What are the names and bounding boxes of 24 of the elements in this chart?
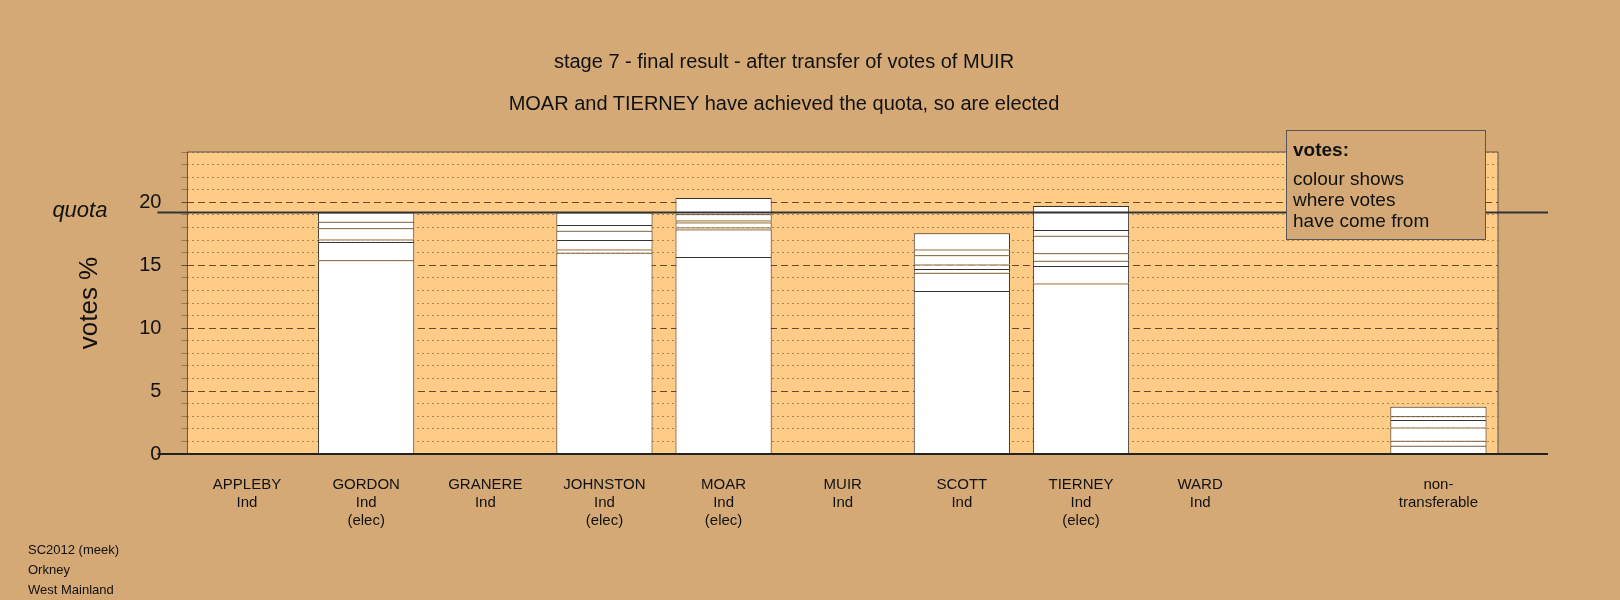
x-tick-label: MOAR Ind (elec) (701, 475, 747, 529)
text: Orkney (28, 561, 71, 579)
x-tick-label: APPLEBY Ind (212, 475, 282, 511)
ref-line-label: quota (52, 196, 108, 222)
x-tick-label: GORDON Ind (elec) (332, 475, 400, 529)
x-tick-label: JOHNSTON Ind (elec) (563, 475, 646, 529)
y-tick-label: 10 (139, 315, 162, 338)
y-tick-label: 5 (150, 378, 162, 401)
note-box: votes: colour shows where votes have come from (1286, 130, 1486, 240)
x-tick-label: WARD Ind (1177, 475, 1223, 511)
y-tick-label: 15 (139, 252, 162, 275)
annotation: colour shows where votes have come from (1293, 168, 1431, 231)
text: SC2012 (meek) (28, 541, 120, 559)
y-axis-title: votes % (72, 256, 103, 350)
chart-subtitle: MOAR and TIERNEY have achieved the quota, so are elected (508, 91, 1060, 114)
x-tick-label: non- transferable (1398, 475, 1479, 511)
x-tick-label: SCOTT Ind (936, 475, 988, 511)
x-tick-label: GRANERE Ind (448, 475, 523, 511)
x-tick-label: MUIR Ind (823, 475, 863, 511)
text: West Mainland (28, 581, 115, 599)
x-tick-label: TIERNEY Ind (elec) (1048, 475, 1114, 529)
chart-title: stage 7 - final result - after transfer of votes of MUIR (553, 49, 1015, 72)
y-tick-label: 20 (139, 189, 162, 212)
annotation: votes: (1293, 139, 1350, 160)
